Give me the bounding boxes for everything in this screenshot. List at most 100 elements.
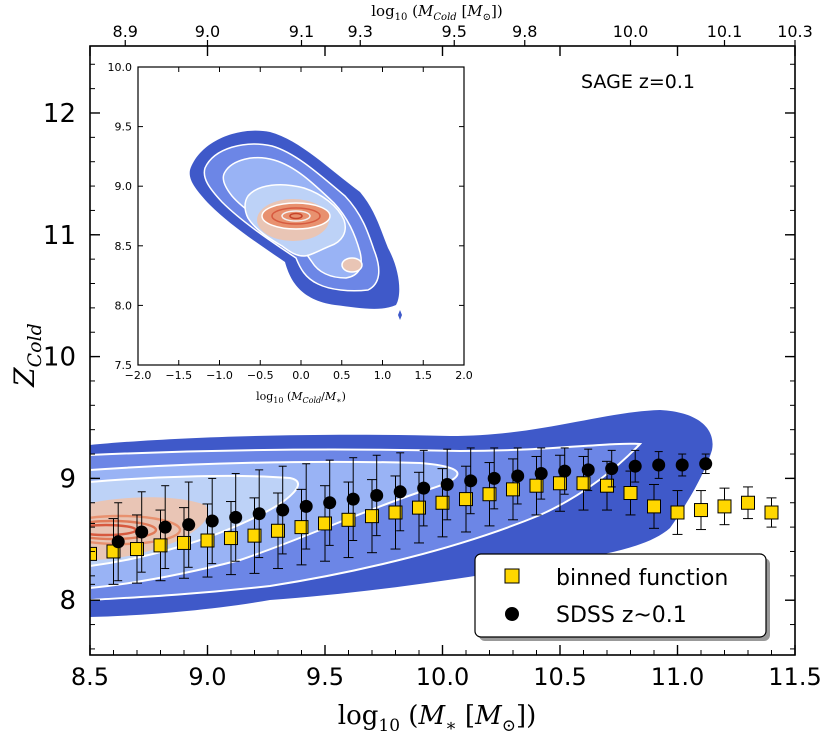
data-point xyxy=(605,462,619,476)
data-point xyxy=(318,516,332,531)
inset-x-tick-label: −2.0 xyxy=(125,369,152,382)
inset-axes: −2.0 −1.5 −1.0 −0.5 0.0 0.5 1.0 1.5 2.0 7.5 8.0 8.5… xyxy=(108,61,473,382)
y-tick-label: 9 xyxy=(59,464,76,494)
data-point xyxy=(229,510,243,524)
y-axis-title: ZCold xyxy=(8,323,46,388)
top-axis-title: log10 (MCold [M⊙]) xyxy=(371,2,503,23)
top-tick-label: 9.3 xyxy=(348,22,373,41)
data-point xyxy=(553,476,567,491)
x-tick-label: 11.5 xyxy=(768,663,821,691)
data-point xyxy=(647,499,661,514)
inset-x-tick-label: 1.5 xyxy=(415,369,433,382)
data-point xyxy=(581,463,595,477)
legend-label-sdss: SDSS z~0.1 xyxy=(556,603,687,628)
inset-y-tick-label: 9.0 xyxy=(115,180,133,193)
data-point xyxy=(459,492,473,507)
legend-marker-circle xyxy=(505,607,519,621)
inset-contour-line xyxy=(281,210,311,222)
data-point xyxy=(205,514,219,528)
data-point xyxy=(365,509,379,524)
inset-contours xyxy=(189,130,402,320)
top-tick-label: 9.0 xyxy=(195,22,220,41)
data-point xyxy=(628,459,642,473)
data-point xyxy=(224,531,238,546)
data-point xyxy=(670,505,685,520)
x-tick-label: 9.5 xyxy=(306,663,344,691)
data-point xyxy=(741,495,755,510)
x-tick-label: 11.0 xyxy=(651,663,704,691)
inset-x-tick-label: 0.0 xyxy=(292,369,310,382)
data-point xyxy=(276,503,290,517)
data-point xyxy=(247,528,262,543)
legend: binned function SDSS z~0.1 xyxy=(474,553,770,641)
inset-x-tick-label: 0.5 xyxy=(333,369,351,382)
inset-y-tick-label: 10.0 xyxy=(108,61,133,74)
legend-box xyxy=(474,553,767,638)
data-point xyxy=(90,546,97,561)
data-point xyxy=(417,481,431,495)
inset-x-tick-label: −1.5 xyxy=(165,369,192,382)
data-point xyxy=(200,533,215,548)
binned-function-series xyxy=(90,454,779,585)
x-tick-label: 10.0 xyxy=(416,663,469,691)
data-point xyxy=(388,505,403,520)
data-point xyxy=(558,464,572,478)
y-tick-label: 11 xyxy=(43,221,76,251)
inset-contour-line xyxy=(289,212,303,220)
data-point xyxy=(506,482,520,497)
data-point xyxy=(294,520,309,535)
data-point xyxy=(487,471,501,485)
data-point xyxy=(412,500,426,515)
data-point xyxy=(717,499,732,514)
data-point xyxy=(600,478,614,493)
y-tick-label: 10 xyxy=(43,343,76,373)
data-point xyxy=(652,458,666,472)
data-point xyxy=(529,478,544,493)
inset-contour-spot xyxy=(341,257,363,273)
top-tick-label: 9.1 xyxy=(289,22,314,41)
inset-contour-speck xyxy=(398,310,402,320)
data-point xyxy=(699,457,713,471)
sdss-series xyxy=(111,447,713,582)
data-point xyxy=(177,535,191,550)
model-annotation: SAGE z=0.1 xyxy=(581,71,695,93)
data-point xyxy=(511,469,525,483)
data-point xyxy=(111,535,125,549)
top-tick-label: 10.1 xyxy=(707,22,743,41)
top-tick-label: 9.8 xyxy=(512,22,537,41)
x-tick-label: 9.0 xyxy=(188,663,226,691)
inset-x-tick-label: 1.0 xyxy=(374,369,392,382)
x-axis-title: log10 (M∗ [M⊙]) xyxy=(338,701,536,736)
inset-y-tick-label: 9.5 xyxy=(115,121,133,134)
inset-contour-line xyxy=(261,202,331,230)
top-tick-label: 10.0 xyxy=(613,22,649,41)
y-tick-label: 8 xyxy=(59,586,76,616)
legend-marker-square xyxy=(504,568,520,584)
inset-x-tick-label: 2.0 xyxy=(455,369,473,382)
data-point xyxy=(299,499,313,513)
inset-x-tick-label: −1.0 xyxy=(206,369,233,382)
data-point xyxy=(464,474,478,488)
inset-y-tick-label: 7.5 xyxy=(115,359,133,372)
main-axes: 8.5 9.0 9.5 10.0 10.5 11.0 11.5 8 9 10 11 12 8.9 9.0 9… xyxy=(43,22,822,691)
legend-label-binned: binned function xyxy=(556,566,728,591)
contour-line xyxy=(90,519,158,541)
data-point xyxy=(153,538,168,553)
inset-y-tick-label: 8.5 xyxy=(115,240,133,253)
data-point xyxy=(323,496,337,510)
data-point xyxy=(252,507,266,521)
data-point xyxy=(482,487,497,502)
data-point xyxy=(393,485,407,499)
data-point xyxy=(534,467,548,481)
data-point xyxy=(764,505,779,520)
top-tick-label: 9.5 xyxy=(442,22,467,41)
data-point xyxy=(576,476,591,491)
data-point xyxy=(370,488,384,502)
inset-x-tick-label: −0.5 xyxy=(247,369,274,382)
x-tick-label: 8.5 xyxy=(71,663,109,691)
x-tick-label: 10.5 xyxy=(533,663,586,691)
data-point xyxy=(130,542,144,557)
data-point xyxy=(440,477,454,491)
data-point xyxy=(341,512,356,527)
